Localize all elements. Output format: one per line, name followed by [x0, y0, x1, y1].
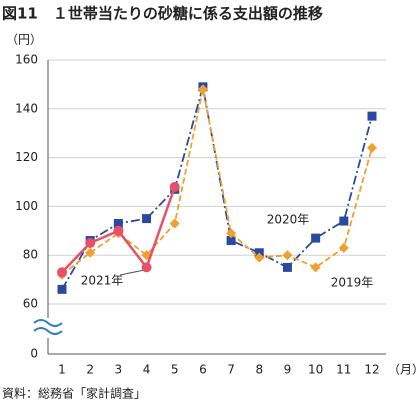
marker [367, 111, 377, 121]
marker [141, 262, 152, 273]
marker [142, 214, 152, 224]
marker [169, 181, 180, 192]
leader-line [119, 269, 143, 276]
series [57, 84, 377, 280]
series-label: 2019年 [331, 276, 374, 290]
x-tick-label: 12 [364, 363, 379, 377]
marker [141, 250, 152, 261]
marker [85, 238, 96, 248]
marker [226, 236, 236, 246]
source: 資料：総務省「家計調査」 [2, 386, 146, 401]
x-tick-label: 9 [284, 363, 292, 377]
y-tick-label: 100 [15, 199, 38, 213]
x-tick-label: 6 [199, 363, 207, 377]
series-label: 2021年 [81, 274, 124, 288]
marker [113, 218, 123, 228]
marker [169, 218, 180, 229]
axis-break [33, 319, 63, 327]
marker [311, 233, 321, 243]
marker [57, 267, 67, 278]
y-tick-label: 80 [23, 248, 38, 262]
marker [197, 84, 208, 95]
y-tick-label: 160 [15, 53, 38, 67]
x-tick-label: 7 [227, 363, 235, 377]
marker [310, 262, 321, 273]
y-tick-label: 120 [15, 150, 38, 164]
marker [254, 252, 265, 263]
x-tick-label: 1 [58, 363, 66, 377]
series [57, 181, 180, 278]
marker [282, 262, 292, 272]
marker [338, 242, 349, 253]
series-line [61, 89, 373, 276]
x-tick-label: 8 [255, 363, 263, 377]
x-tick-label: 11 [336, 363, 351, 377]
marker [85, 247, 96, 258]
y-tick-label: 60 [23, 297, 38, 311]
marker [339, 216, 349, 226]
chart-title: 図11 １世帯当たりの砂糖に係る支出額の推移 [2, 5, 323, 23]
marker [113, 225, 124, 236]
marker [367, 142, 377, 153]
y-unit: （円） [6, 33, 42, 47]
x-tick-label: 3 [115, 363, 123, 377]
series-label: 2020年 [267, 213, 310, 227]
x-tick-label: 5 [171, 363, 179, 377]
marker [226, 228, 237, 239]
x-tick-label: 4 [143, 363, 151, 377]
marker [282, 250, 293, 261]
x-tick-label: 10 [308, 363, 323, 377]
y-tick-label: 0 [30, 347, 38, 361]
axis-break [33, 327, 63, 335]
x-tick-label: 2 [86, 363, 94, 377]
y-tick-label: 140 [15, 101, 38, 115]
series [57, 82, 377, 294]
marker [57, 284, 67, 294]
series-line [61, 86, 373, 290]
x-unit: （月） [388, 363, 420, 377]
